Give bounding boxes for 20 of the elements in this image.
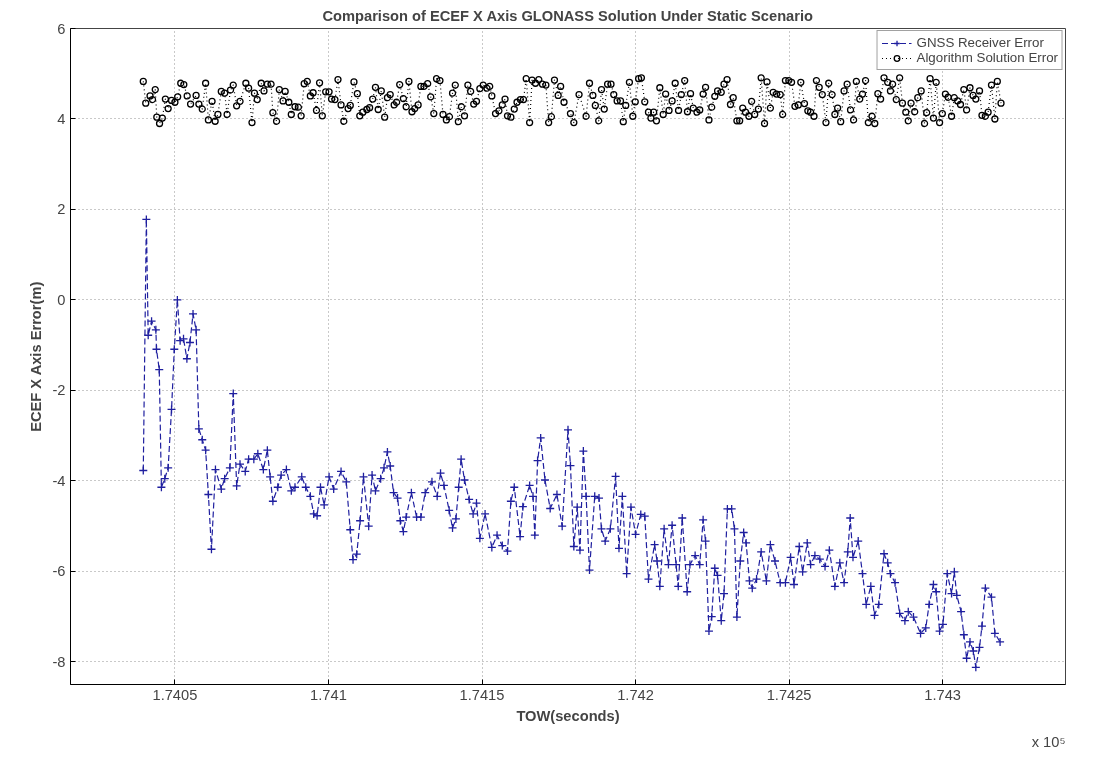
y-tick-label: 4: [57, 110, 66, 127]
x-tick-label: 1.742: [617, 686, 654, 703]
y-tick-label: -8: [52, 653, 66, 670]
y-tick-label: 6: [57, 20, 66, 37]
text: x 10⁵: [1031, 733, 1066, 750]
legend-label: GNSS Receiver Error: [916, 35, 1044, 50]
y-axis-title: ECEF X Axis Error(m): [28, 281, 45, 432]
y-tick-label: 2: [57, 201, 66, 218]
x-axis-title: TOW(seconds): [516, 707, 620, 724]
y-tick-label: 0: [57, 291, 66, 308]
x-tick-label: 1.741: [310, 686, 347, 703]
x-tick-label: 1.743: [924, 686, 962, 703]
legend-label: Algorithm Solution Error: [916, 50, 1058, 65]
x-tick-label: 1.7415: [459, 686, 505, 703]
y-tick-label: -2: [52, 382, 66, 399]
x-tick-label: 1.7425: [766, 686, 812, 703]
y-tick-label: -4: [52, 472, 66, 489]
chart-title: Comparison of ECEF X Axis GLONASS Solution Under Static Scenario: [322, 7, 814, 24]
y-tick-label: -6: [52, 563, 66, 580]
x-tick-label: 1.7405: [152, 686, 198, 703]
